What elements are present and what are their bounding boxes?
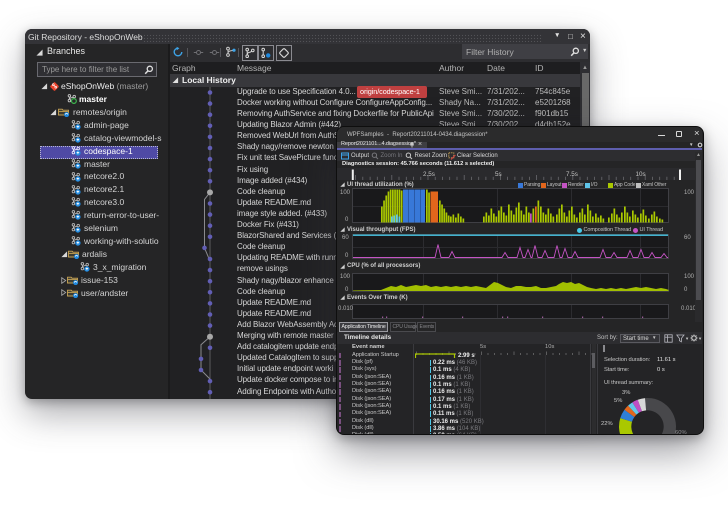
svg-text:10s: 10s bbox=[636, 171, 646, 178]
svg-text:7.5s: 7.5s bbox=[566, 171, 578, 178]
svg-text:2.5s: 2.5s bbox=[423, 171, 435, 178]
svg-text:5s: 5s bbox=[495, 171, 502, 178]
